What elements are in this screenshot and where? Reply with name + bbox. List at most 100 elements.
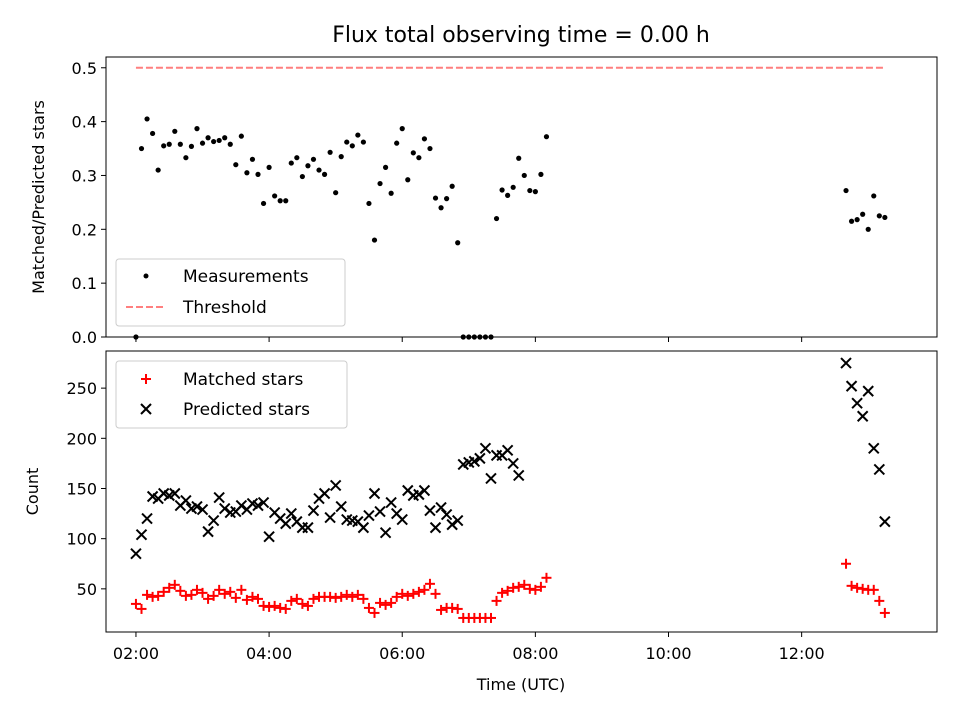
matched-stars-point (308, 593, 319, 604)
measurement-point (327, 149, 333, 155)
predicted-stars-point (191, 500, 203, 513)
matched-stars-point (497, 587, 508, 598)
matched-stars-point (197, 587, 208, 598)
measurement-point (172, 128, 178, 134)
measurement-point (194, 126, 200, 132)
y-tick-label: 200 (66, 429, 97, 448)
legend-predicted-marker (140, 403, 152, 415)
predicted-stars-point (207, 514, 220, 527)
matched-stars-point (252, 593, 263, 604)
matched-stars-point (136, 603, 147, 614)
predicted-stars-point (357, 521, 370, 534)
predicted-stars-point (130, 548, 142, 560)
measurement-point (854, 217, 860, 223)
measurement-point (865, 226, 871, 232)
matched-stars-point (530, 584, 541, 595)
predicted-stars-point (329, 479, 342, 492)
matched-stars-point (402, 590, 413, 601)
matched-stars-point (219, 588, 230, 599)
measurement-point (438, 205, 444, 211)
matched-stars-point (386, 597, 397, 608)
top-y-axis-label: Matched/Predicted stars (29, 100, 48, 294)
predicted-stars-point (385, 496, 397, 509)
matched-stars-point (208, 590, 219, 601)
matched-stars-point (247, 591, 258, 602)
measurement-point (860, 211, 866, 217)
predicted-stars-point (252, 499, 264, 512)
matched-stars-point (502, 585, 513, 596)
matched-stars-point (424, 578, 435, 589)
x-tick-label: 10:00 (645, 644, 691, 663)
measurement-point (394, 140, 400, 146)
predicted-stars-point (324, 511, 336, 524)
predicted-stars-point (135, 528, 148, 541)
measurement-point (527, 187, 533, 194)
legend-measurements-marker (143, 273, 149, 279)
predicted-stars-point (856, 410, 869, 422)
x-tick-label: 06:00 (379, 644, 425, 663)
predicted-stars-point (507, 457, 519, 470)
predicted-stars-point (257, 496, 270, 509)
matched-stars-point (264, 601, 275, 612)
predicted-stars-point (862, 385, 874, 397)
matched-stars-point (230, 592, 241, 603)
matched-stars-point (408, 588, 419, 599)
measurement-point (421, 136, 428, 142)
matched-stars-point (158, 586, 169, 597)
predicted-stars-point (235, 499, 248, 512)
legend-x-glyph (140, 403, 152, 415)
measurement-point (149, 130, 156, 137)
predicted-stars-point (368, 487, 381, 500)
measurement-point (299, 173, 305, 180)
measurement-point (310, 156, 317, 162)
predicted-stars-point (307, 504, 320, 517)
predicted-stars-point (213, 491, 225, 504)
measurement-point (238, 133, 244, 139)
measurement-point (249, 156, 256, 162)
measurement-point (349, 143, 355, 149)
measurement-point (388, 190, 394, 196)
matched-stars-point (397, 588, 408, 599)
y-tick-label: 0.0 (72, 328, 97, 347)
predicted-stars-point (363, 509, 375, 522)
measurement-point (449, 183, 455, 189)
matched-stars-point (169, 579, 180, 590)
predicted-stars-point (845, 380, 858, 392)
bottom-y-axis-label: Count (23, 468, 42, 516)
matched-stars-point (436, 604, 447, 615)
matched-stars-point (225, 586, 236, 597)
measurement-point (876, 213, 882, 219)
y-tick-label: 100 (66, 530, 97, 549)
matched-stars-point (191, 584, 202, 595)
measurement-point (843, 187, 849, 194)
predicted-stars-point (873, 463, 886, 476)
predicted-stars-point (501, 444, 514, 457)
measurement-point (222, 135, 228, 141)
matched-stars-point (874, 595, 885, 606)
predicted-stars-point (280, 517, 292, 530)
matched-stars-point (868, 584, 879, 595)
predicted-stars-point (485, 472, 497, 485)
matched-stars-point (513, 581, 524, 592)
measurement-point (444, 196, 450, 202)
predicted-stars-point (868, 442, 880, 455)
y-tick-label: 50 (77, 580, 97, 599)
matched-stars-point (508, 582, 519, 593)
matched-stars-point (375, 597, 386, 608)
matched-stars-point (541, 572, 552, 583)
predicted-stars-point (396, 513, 408, 526)
matched-stars-point (302, 600, 313, 611)
predicted-stars-point (285, 507, 297, 520)
matched-stars-point (452, 603, 463, 614)
legend-plus-glyph (141, 374, 151, 384)
measurement-point (405, 177, 411, 183)
matched-stars-point (519, 579, 530, 590)
matched-stars-point (147, 591, 158, 602)
matched-stars-point (180, 590, 191, 601)
predicted-stars-point (180, 494, 192, 507)
legend-threshold-label: Threshold (182, 298, 267, 318)
measurement-point (305, 163, 311, 169)
x-axis-label: Time (UTC) (476, 675, 565, 694)
matched-stars-point (130, 598, 141, 609)
